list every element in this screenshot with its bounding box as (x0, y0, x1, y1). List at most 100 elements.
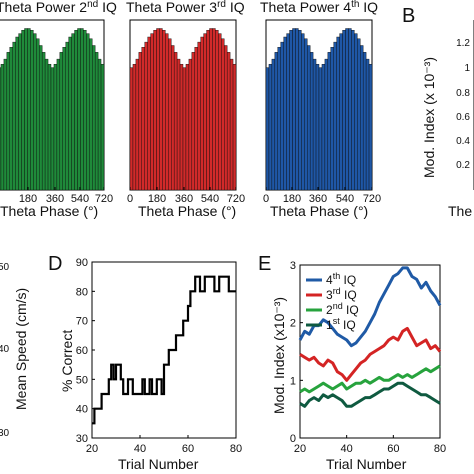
histogram-bar (182, 67, 187, 191)
histogram-bar (27, 28, 31, 191)
histogram-bar (176, 58, 181, 191)
histogram-bar (232, 63, 237, 191)
histogram-bar (36, 38, 40, 191)
histogram-bar (44, 58, 49, 191)
histogram-bar (312, 58, 317, 191)
tick-label: 360 (175, 193, 193, 205)
series-line (299, 364, 441, 394)
tick-label: 40 (0, 344, 10, 355)
histogram-bar (56, 58, 61, 191)
panel-e-letter: E (258, 253, 271, 275)
histogram-2nd-iq: Theta Power 2nd IQ 180 360 540 720 Theta Ph… (0, 0, 117, 219)
histogram-bar (50, 67, 55, 191)
histogram-bar (206, 30, 210, 191)
histogram-bar (212, 28, 216, 191)
tick-label: 0 (263, 193, 269, 205)
histogram-bar (30, 30, 34, 191)
tick-label: 540 (201, 193, 219, 205)
histogram-bar (83, 30, 87, 191)
histogram-bar (315, 63, 320, 191)
histogram-bar (86, 33, 90, 191)
histogram-bar (24, 28, 28, 191)
histogram-bar (80, 28, 84, 191)
histogram-bar (292, 28, 296, 191)
histogram-4th-iq-title: Theta Power 4th IQ (260, 0, 378, 15)
histogram-bar (365, 58, 370, 191)
histogram-bar (188, 58, 193, 191)
histogram-bar (77, 28, 81, 191)
histogram-4th-iq-xlabel: Theta Phase (°) (270, 203, 368, 219)
histogram-bar (354, 33, 358, 191)
histogram-bar (224, 45, 228, 191)
panel-b-letter: B (402, 5, 415, 27)
tick-label: 540 (336, 193, 354, 205)
tick-label: 80 (76, 286, 88, 298)
histogram-bar (318, 67, 323, 191)
panel-e-yticks: 0 1 2 3 (290, 260, 303, 445)
histogram-bar (53, 63, 58, 191)
panel-b-xlabel-partial: The (448, 203, 472, 219)
histogram-bar (274, 52, 278, 191)
histogram-bar (168, 38, 172, 191)
histogram-bar (324, 58, 329, 191)
histogram-bar (203, 33, 207, 191)
histogram-bar (333, 41, 337, 191)
tick-label: 0.6 (456, 112, 470, 123)
histogram-bar (295, 28, 299, 191)
histogram-3rd-iq-xlabel: Theta Phase (°) (138, 203, 236, 219)
tick-label: 40 (341, 443, 353, 455)
histogram-bar (301, 33, 305, 191)
histogram-bar (21, 30, 25, 191)
histogram-bar (336, 36, 340, 191)
tick-label: 1.2 (456, 38, 470, 49)
tick-label: 2 (290, 318, 296, 330)
panel-d-percent-correct: D 20 40 60 80 30 40 50 60 70 80 90 Trial Number %… (48, 253, 242, 472)
tick-label: 3 (290, 260, 296, 272)
tick-label: 720 (95, 193, 113, 205)
histogram-bar (141, 47, 145, 191)
histogram-bar (165, 33, 169, 191)
panel-b-ylabel: Mod. Index (x 10⁻³) (421, 57, 437, 178)
histogram-bar (345, 28, 349, 191)
histogram-bar (351, 30, 355, 191)
histogram-bar (6, 52, 10, 191)
histogram-3rd-iq: Theta Power 3rd IQ 0 180 360 540 720 Theta P… (126, 0, 245, 219)
tick-label: 90 (76, 257, 88, 269)
tick-label: 40 (76, 404, 88, 416)
histogram-bar (171, 45, 175, 191)
tick-label: 180 (283, 193, 301, 205)
histogram-bar (39, 45, 43, 191)
histogram-3rd-iq-bars (129, 28, 237, 191)
tick-label: 0.8 (456, 88, 470, 99)
histogram-bar (71, 33, 75, 191)
histogram-bar (94, 52, 99, 191)
tick-label: 20 (294, 443, 306, 455)
histogram-bar (191, 52, 195, 191)
histogram-bar (309, 52, 314, 191)
tick-label: 180 (148, 193, 166, 205)
series-line (299, 381, 441, 408)
histogram-2nd-iq-xticks: 180 360 540 720 (19, 187, 113, 205)
histogram-bar (368, 63, 373, 191)
histogram-bar (360, 45, 364, 191)
panel-b: B 1.2 1 0.8 0.6 0.4 0.2 Mod. Index (x 10⁻³) T… (402, 5, 474, 219)
tick-label: 30 (0, 428, 10, 439)
histogram-bar (129, 67, 134, 191)
histogram-bar (47, 63, 52, 191)
panel-e-lines (298, 266, 442, 408)
histogram-bar (304, 38, 308, 191)
panel-b-yticks: 1.2 1 0.8 0.6 0.4 0.2 (456, 38, 470, 171)
panel-d-xticks: 20 40 60 80 (86, 435, 242, 455)
panel-e-xticks: 20 40 60 80 (294, 435, 446, 455)
histogram-bar (348, 28, 352, 191)
tick-label: 360 (309, 193, 327, 205)
tick-label: 50 (0, 262, 10, 273)
panel-e-frame (299, 264, 441, 439)
series-line (299, 326, 442, 382)
series-line (298, 266, 442, 348)
legend-label: 1st IQ (326, 316, 356, 332)
tick-label: 80 (434, 443, 446, 455)
histogram-bar (100, 63, 105, 191)
